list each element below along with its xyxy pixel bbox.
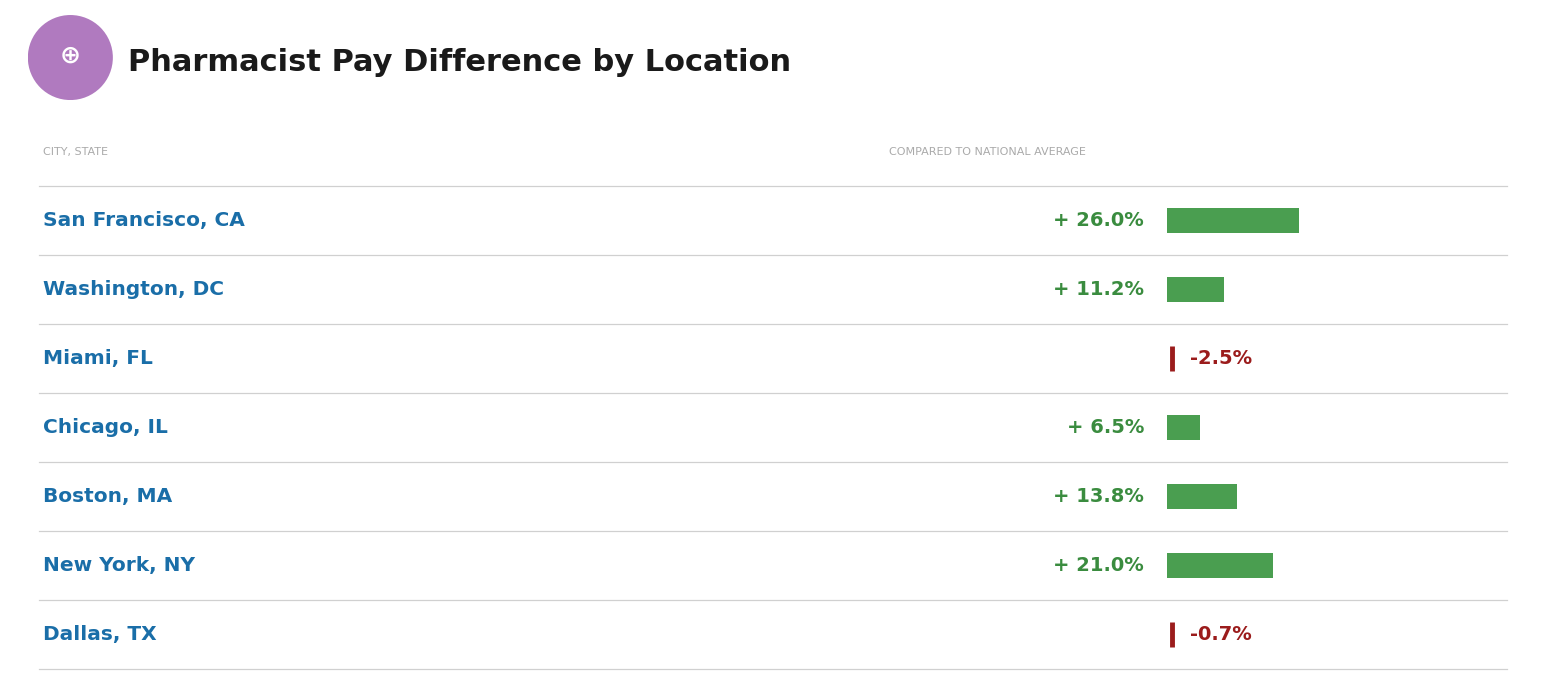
Text: + 26.0%: + 26.0% — [1053, 211, 1144, 230]
Text: COMPARED TO NATIONAL AVERAGE: COMPARED TO NATIONAL AVERAGE — [889, 147, 1085, 157]
Text: + 11.2%: + 11.2% — [1053, 280, 1144, 299]
Text: ⊕: ⊕ — [60, 44, 80, 68]
Text: -0.7%: -0.7% — [1190, 625, 1252, 644]
Text: Washington, DC: Washington, DC — [43, 280, 224, 299]
Text: Chicago, IL: Chicago, IL — [43, 418, 169, 437]
Text: Dallas, TX: Dallas, TX — [43, 625, 156, 644]
Text: Pharmacist Pay Difference by Location: Pharmacist Pay Difference by Location — [128, 48, 792, 77]
Text: New York, NY: New York, NY — [43, 556, 195, 575]
Text: Boston, MA: Boston, MA — [43, 487, 173, 506]
Text: San Francisco, CA: San Francisco, CA — [43, 211, 246, 230]
Text: + 21.0%: + 21.0% — [1053, 556, 1144, 575]
Text: + 13.8%: + 13.8% — [1053, 487, 1144, 506]
Text: CITY, STATE: CITY, STATE — [43, 147, 108, 157]
Text: -2.5%: -2.5% — [1190, 349, 1252, 368]
Ellipse shape — [28, 15, 113, 100]
Text: Miami, FL: Miami, FL — [43, 349, 153, 368]
Text: + 6.5%: + 6.5% — [1067, 418, 1144, 437]
